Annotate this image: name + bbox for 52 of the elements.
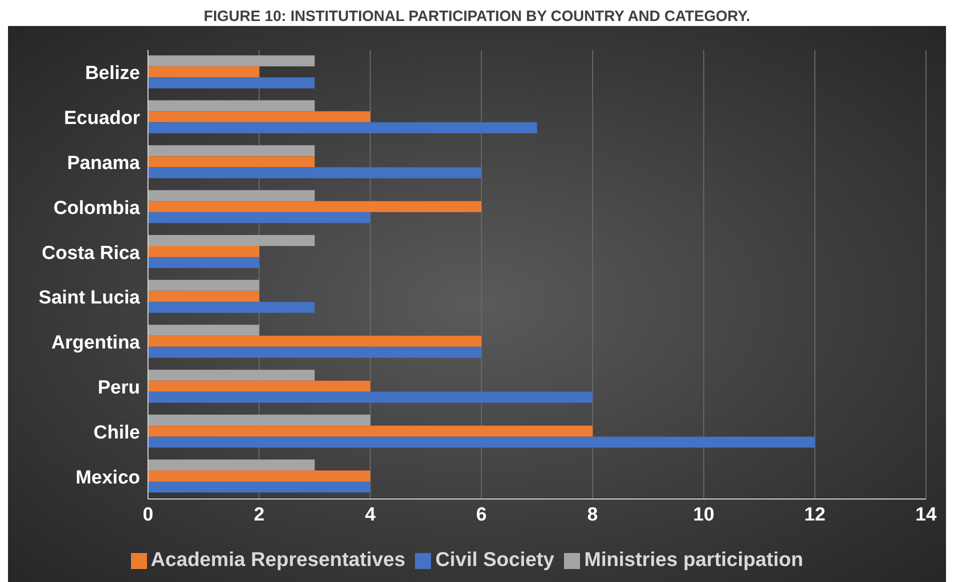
bar: [148, 346, 482, 358]
bar: [148, 246, 260, 257]
y-tick-label: Chile: [94, 422, 140, 444]
bar: [148, 302, 315, 313]
y-tick-label: Mexico: [76, 467, 140, 488]
y-tick-label: Colombia: [53, 198, 140, 219]
bar: [148, 470, 370, 482]
y-tick-label: Saint Lucia: [38, 288, 140, 309]
y-tick-label: Belize: [85, 63, 140, 84]
x-tick-label: 14: [915, 504, 937, 526]
bar: [148, 324, 260, 336]
legend-label: Civil Society: [435, 549, 554, 571]
bar: [148, 481, 370, 492]
bar: [148, 145, 315, 156]
bar: [148, 414, 370, 426]
bar: [148, 167, 482, 178]
bar: [148, 156, 315, 168]
bar: [148, 256, 260, 268]
bar: [148, 280, 260, 291]
bar: [148, 234, 315, 246]
bar: [148, 380, 370, 392]
x-tick-label: 10: [693, 504, 714, 526]
bar: [148, 459, 315, 470]
legend-label: Academia Representatives: [150, 549, 406, 571]
x-tick-label: 0: [142, 504, 154, 526]
legend-label: Ministries participation: [584, 549, 804, 571]
x-tick-label: 4: [364, 504, 376, 526]
bar: [148, 212, 370, 224]
x-tick-label: 2: [254, 504, 264, 526]
y-tick-label: Ecuador: [64, 108, 141, 130]
bar: [148, 290, 260, 302]
bar: [148, 392, 593, 403]
bar: [148, 336, 482, 347]
y-tick-label: Argentina: [51, 332, 140, 354]
y-tick-label: Panama: [67, 152, 140, 174]
bar: [148, 426, 593, 437]
bar: [148, 66, 260, 78]
bar: [148, 201, 482, 212]
bar: [148, 436, 815, 448]
y-tick-label: Costa Rica: [42, 242, 140, 264]
bar: [148, 111, 370, 122]
chart-title: FIGURE 10: INSTITUTIONAL PARTICIPATION BY COUNTRY AND CATEGORY.: [202, 8, 752, 26]
y-tick-label: Peru: [98, 377, 140, 398]
bar: [148, 77, 315, 88]
x-tick-label: 6: [476, 504, 487, 526]
bar: [148, 190, 315, 202]
bar: [148, 55, 315, 66]
bar: [148, 122, 537, 134]
bar: [148, 370, 315, 381]
x-tick-label: 12: [804, 504, 826, 526]
x-tick-label: 8: [587, 504, 598, 526]
bar: [148, 100, 315, 112]
